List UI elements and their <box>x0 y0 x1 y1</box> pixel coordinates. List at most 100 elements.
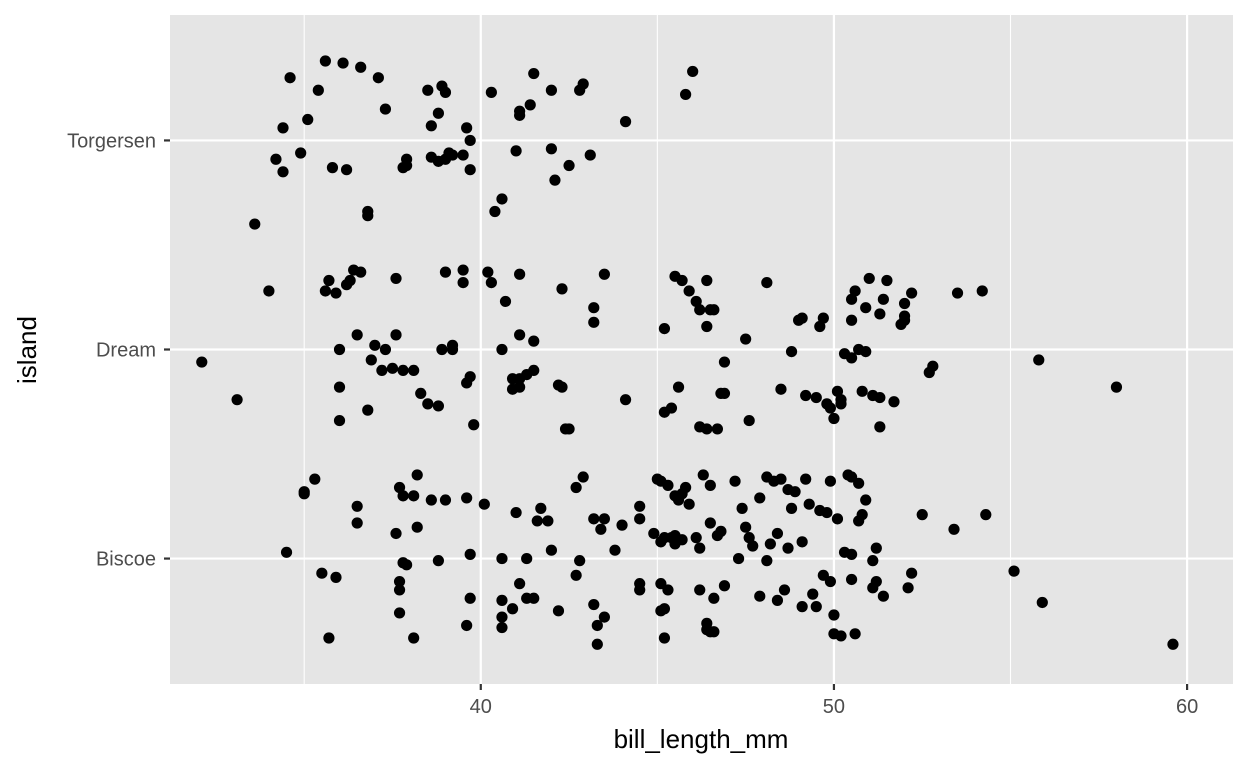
data-point-biscoe <box>408 632 420 644</box>
data-point-biscoe <box>821 506 833 519</box>
data-point-dream <box>835 398 847 410</box>
data-point-dream <box>514 268 526 280</box>
data-point-torgersen <box>514 105 526 117</box>
data-point-dream <box>814 320 826 333</box>
data-point-dream <box>439 266 452 278</box>
data-point-dream <box>436 343 448 356</box>
data-point-biscoe <box>810 601 822 613</box>
data-point-dream <box>694 304 706 316</box>
data-point-biscoe <box>662 584 674 596</box>
data-point-dream <box>718 387 731 400</box>
data-point-dream <box>432 400 444 412</box>
data-point-biscoe <box>570 569 582 581</box>
data-point-dream <box>496 343 508 356</box>
data-point-biscoe <box>831 513 844 525</box>
data-point-dream <box>817 312 829 324</box>
data-point-torgersen <box>489 205 501 218</box>
data-point-dream <box>263 285 275 297</box>
data-point-biscoe <box>697 469 709 481</box>
data-point-dream <box>796 312 808 324</box>
data-point-torgersen <box>464 164 476 176</box>
data-point-biscoe <box>870 575 882 588</box>
data-point-biscoe <box>609 544 621 556</box>
data-point-biscoe <box>701 617 713 629</box>
data-point-biscoe <box>577 471 589 483</box>
data-point-dream <box>951 287 964 299</box>
data-point-dream <box>665 402 678 414</box>
data-point-dream <box>761 277 773 289</box>
data-point-dream <box>390 329 402 341</box>
data-point-biscoe <box>351 500 363 512</box>
data-point-biscoe <box>782 542 794 554</box>
data-point-biscoe <box>393 584 406 596</box>
data-point-dream <box>849 285 861 297</box>
data-point-torgersen <box>461 122 473 134</box>
data-point-torgersen <box>319 55 331 67</box>
data-point-dream <box>351 329 363 341</box>
data-point-torgersen <box>545 84 558 96</box>
data-point-dream <box>874 421 886 433</box>
x-tick-label: 60 <box>1176 696 1198 718</box>
data-point-dream <box>828 412 840 425</box>
data-point-dream <box>333 414 346 427</box>
data-point-dream <box>514 381 526 393</box>
data-point-dream <box>344 274 356 287</box>
data-point-dream <box>898 310 911 322</box>
data-point-dream <box>556 283 568 295</box>
data-point-torgersen <box>362 205 374 218</box>
data-point-torgersen <box>496 193 508 205</box>
data-point-biscoe <box>800 473 812 485</box>
data-point-biscoe <box>980 509 992 521</box>
data-point-dream <box>785 345 798 358</box>
data-point-biscoe <box>877 590 889 602</box>
data-point-biscoe <box>595 523 607 535</box>
data-point-biscoe <box>510 506 522 519</box>
y-axis-title: island <box>12 316 42 384</box>
data-point-dream <box>333 343 346 356</box>
data-point-torgersen <box>687 65 699 78</box>
data-point-torgersen <box>577 78 589 90</box>
data-point-biscoe <box>828 609 840 621</box>
data-point-biscoe <box>591 638 603 650</box>
data-point-dream <box>740 333 752 345</box>
data-point-dream <box>1033 354 1045 366</box>
data-point-torgersen <box>464 134 476 147</box>
data-point-dream <box>446 339 459 351</box>
data-point-biscoe <box>351 517 363 529</box>
data-point-biscoe <box>764 538 776 550</box>
data-point-torgersen <box>457 149 469 161</box>
data-point-dream <box>1110 381 1123 393</box>
data-point-biscoe <box>330 571 342 583</box>
data-point-biscoe <box>824 475 837 487</box>
data-point-biscoe <box>732 552 745 565</box>
data-point-dream <box>514 329 526 341</box>
data-point-biscoe <box>528 592 540 604</box>
data-point-biscoe <box>411 469 423 481</box>
data-point-dream <box>231 394 243 406</box>
data-point-torgersen <box>524 99 536 111</box>
data-point-biscoe <box>694 584 706 596</box>
data-point-biscoe <box>796 536 808 548</box>
data-point-dream <box>831 385 844 397</box>
data-point-dream <box>362 404 374 416</box>
data-point-dream <box>468 419 480 431</box>
data-point-biscoe <box>496 552 508 565</box>
data-point-torgersen <box>432 155 444 167</box>
data-point-torgersen <box>584 149 596 161</box>
data-point-dream <box>976 285 988 297</box>
data-point-biscoe <box>461 492 473 504</box>
data-point-torgersen <box>326 162 339 174</box>
data-point-dream <box>556 381 568 393</box>
data-point-biscoe <box>785 502 798 514</box>
data-point-torgersen <box>485 86 497 98</box>
x-tick-label: 50 <box>823 696 845 718</box>
data-point-biscoe <box>796 601 808 613</box>
data-point-dream <box>874 308 886 320</box>
data-point-dream <box>676 274 688 287</box>
data-point-biscoe <box>535 502 547 514</box>
data-point-dream <box>863 272 875 285</box>
data-point-biscoe <box>835 630 847 642</box>
data-point-biscoe <box>393 607 406 619</box>
data-point-dream <box>860 302 872 314</box>
data-point-biscoe <box>634 513 646 525</box>
